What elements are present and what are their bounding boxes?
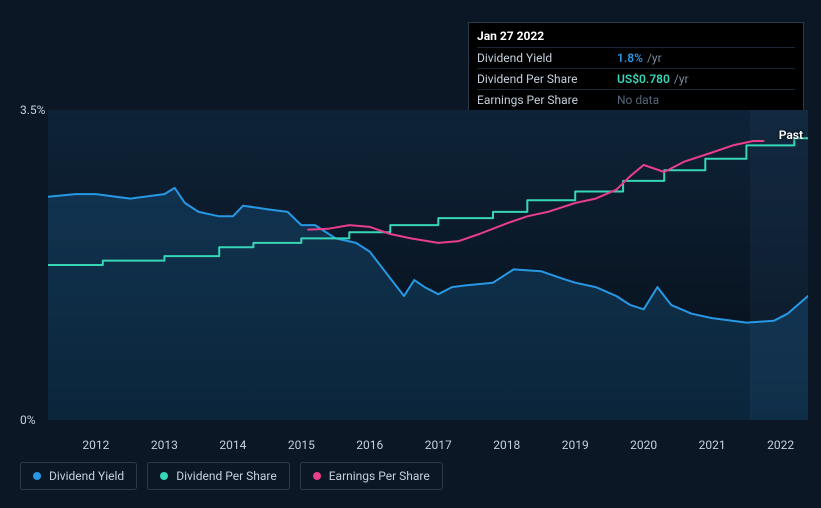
legend-dot-icon [33, 472, 41, 480]
chart-area: 0%3.5% 201220132014201520162017201820192… [0, 100, 821, 430]
tooltip-row-label: Dividend Yield [477, 51, 617, 65]
x-axis-tick: 2013 [151, 438, 178, 452]
y-axis-tick: 0% [20, 413, 36, 427]
tooltip-row: Dividend Yield1.8%/yr [477, 47, 795, 68]
legend: Dividend Yield Dividend Per Share Earnings… [20, 462, 443, 490]
legend-label: Dividend Yield [49, 469, 124, 483]
chart-plot[interactable] [48, 110, 808, 420]
x-axis-tick: 2015 [288, 438, 315, 452]
y-axis-tick: 3.5% [20, 103, 45, 117]
legend-item[interactable]: Earnings Per Share [300, 462, 443, 490]
tooltip-row-unit: /yr [647, 51, 662, 65]
x-axis-tick: 2019 [562, 438, 589, 452]
legend-dot-icon [313, 472, 321, 480]
x-axis-tick: 2022 [767, 438, 794, 452]
legend-item[interactable]: Dividend Yield [20, 462, 137, 490]
x-axis-tick: 2014 [219, 438, 246, 452]
legend-item[interactable]: Dividend Per Share [147, 462, 290, 490]
x-axis-tick: 2020 [630, 438, 657, 452]
x-axis-tick: 2018 [493, 438, 520, 452]
tooltip-row-label: Dividend Per Share [477, 72, 617, 86]
tooltip-row-value: US$0.780/yr [617, 72, 689, 86]
past-label: Past [779, 128, 803, 142]
legend-label: Earnings Per Share [329, 469, 430, 483]
x-axis-tick: 2017 [425, 438, 452, 452]
tooltip-date: Jan 27 2022 [477, 29, 795, 43]
tooltip-row-unit: /yr [674, 72, 689, 86]
legend-label: Dividend Per Share [176, 469, 277, 483]
x-axis-tick: 2021 [699, 438, 726, 452]
tooltip-row: Dividend Per ShareUS$0.780/yr [477, 68, 795, 89]
x-axis-tick: 2016 [356, 438, 383, 452]
x-axis-tick: 2012 [82, 438, 109, 452]
tooltip-row-value: 1.8%/yr [617, 51, 662, 65]
legend-dot-icon [160, 472, 168, 480]
